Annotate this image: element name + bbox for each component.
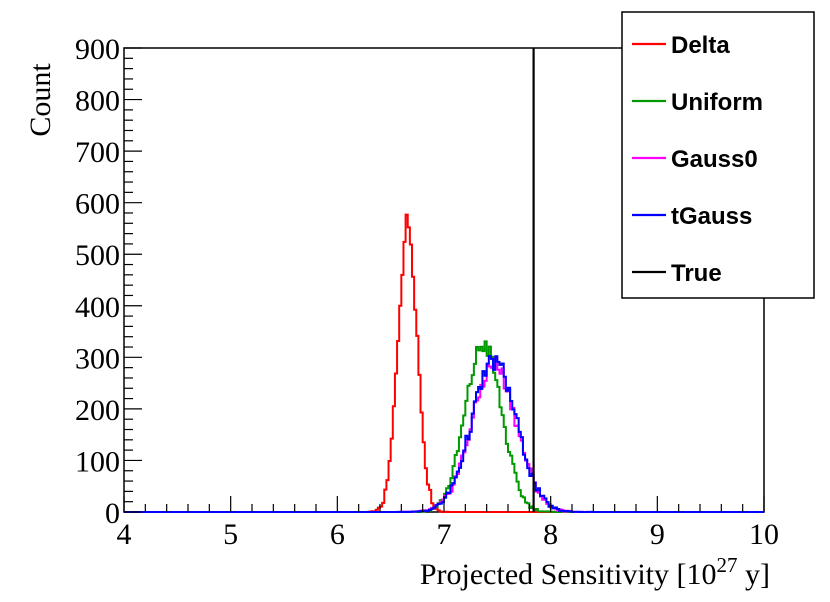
histogram-tgauss bbox=[124, 355, 764, 513]
histogram-uniform bbox=[124, 340, 764, 513]
legend-box bbox=[621, 11, 815, 299]
series-layer bbox=[124, 48, 764, 513]
histogram-gauss0 bbox=[124, 357, 764, 513]
y-tick-label: 900 bbox=[75, 33, 120, 66]
x-axis-title-exponent: 27 bbox=[717, 553, 738, 577]
x-tick-label: 5 bbox=[223, 518, 238, 551]
x-tick-label: 9 bbox=[650, 518, 665, 551]
y-tick-label: 500 bbox=[75, 239, 120, 272]
x-tick-label: 7 bbox=[437, 518, 452, 551]
x-tick-label: 4 bbox=[117, 518, 132, 551]
y-tick-label: 100 bbox=[75, 445, 120, 478]
y-tick-label: 400 bbox=[75, 291, 120, 324]
legend-label-uniform: Uniform bbox=[671, 89, 763, 116]
x-axis-title-main: Projected Sensitivity [10 bbox=[420, 558, 717, 591]
legend: Delta Uniform Gauss0 tGauss True bbox=[621, 11, 815, 299]
legend-label-gauss0: Gauss0 bbox=[671, 146, 758, 173]
y-tick-label: 300 bbox=[75, 342, 120, 375]
y-tick-label: 800 bbox=[75, 85, 120, 118]
y-tick-label: 600 bbox=[75, 188, 120, 221]
y-tick-label: 0 bbox=[105, 497, 120, 530]
x-axis-title-unit: y] bbox=[738, 558, 771, 591]
x-tick-label: 10 bbox=[749, 518, 779, 551]
x-axis-title: Projected Sensitivity [1027 y] bbox=[420, 553, 770, 591]
x-tick-label: 6 bbox=[330, 518, 345, 551]
x-tick-label: 8 bbox=[543, 518, 558, 551]
legend-label-true: True bbox=[671, 260, 722, 287]
legend-label-delta: Delta bbox=[671, 32, 730, 59]
y-tick-label: 200 bbox=[75, 394, 120, 427]
y-tick-label: 700 bbox=[75, 136, 120, 169]
y-axis-title: Count bbox=[24, 63, 57, 137]
legend-label-tgauss: tGauss bbox=[671, 203, 752, 230]
